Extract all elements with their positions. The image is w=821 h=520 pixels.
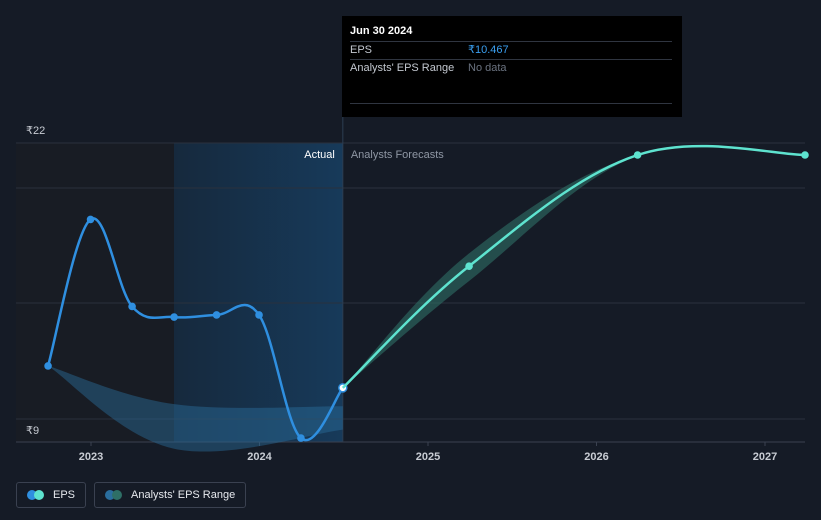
tooltip-range-label: Analysts' EPS Range [350, 62, 455, 74]
tooltip-row-eps: EPS ₹10.467 [350, 41, 672, 59]
tooltip-date: Jun 30 2024 [350, 25, 413, 37]
eps-actual-dot-icon [27, 490, 37, 500]
eps-range-band-forecast [342, 145, 805, 388]
forecast-label: Analysts Forecasts [351, 149, 444, 161]
eps-line-forecast [341, 144, 806, 389]
x-tick-label-3: 2026 [584, 451, 608, 463]
eps-point-actual-4 [212, 311, 221, 319]
tooltip-eps-label: EPS [350, 44, 373, 56]
eps-point-actual-1 [86, 215, 95, 224]
eps-point-actual-3 [170, 313, 178, 321]
x-tick-label-0: 2023 [79, 451, 103, 463]
x-tick-label-4: 2027 [753, 451, 777, 463]
eps-point-actual-0 [44, 362, 52, 370]
chart-legend: EPS Analysts' EPS Range [16, 482, 247, 508]
actual-region-shade [174, 143, 343, 442]
past-region-shade [16, 143, 174, 442]
tooltip-range-value: No data [468, 62, 507, 74]
actual-label: Actual [304, 149, 335, 161]
x-tick-label-2: 2025 [416, 451, 440, 463]
eps-point-actual-5 [255, 311, 263, 319]
legend-item-eps-range[interactable]: Analysts' EPS Range [94, 482, 247, 508]
tooltip-row-range: Analysts' EPS Range No data [350, 59, 672, 77]
eps-forecast-dot-icon [34, 490, 44, 500]
y-tick-label-0: ₹22 [26, 125, 45, 137]
y-tick-label-1: ₹9 [26, 425, 39, 437]
legend-eps-label: EPS [53, 489, 76, 501]
range-past-dot-icon [105, 490, 116, 500]
eps-point-forecast-2 [633, 151, 642, 159]
x-tick-label-1: 2024 [247, 451, 272, 463]
legend-range-label: Analysts' EPS Range [131, 489, 236, 501]
eps-point-actual-6 [297, 434, 305, 442]
legend-item-eps[interactable]: EPS [16, 482, 87, 508]
eps-legend-swatch-icon [27, 490, 45, 500]
tooltip-eps-value: ₹10.467 [468, 44, 509, 56]
tooltip-divider [350, 103, 672, 104]
eps-point-actual-2 [128, 302, 136, 311]
eps-point-forecast-3 [801, 151, 809, 159]
hover-tooltip: Jun 30 2024 EPS ₹10.467 Analysts' EPS Ra… [342, 16, 682, 117]
eps-range-band-past [48, 365, 343, 452]
range-forecast-dot-icon [112, 490, 123, 500]
eps-point-forecast-1 [465, 262, 473, 270]
range-legend-swatch-icon [105, 490, 123, 500]
